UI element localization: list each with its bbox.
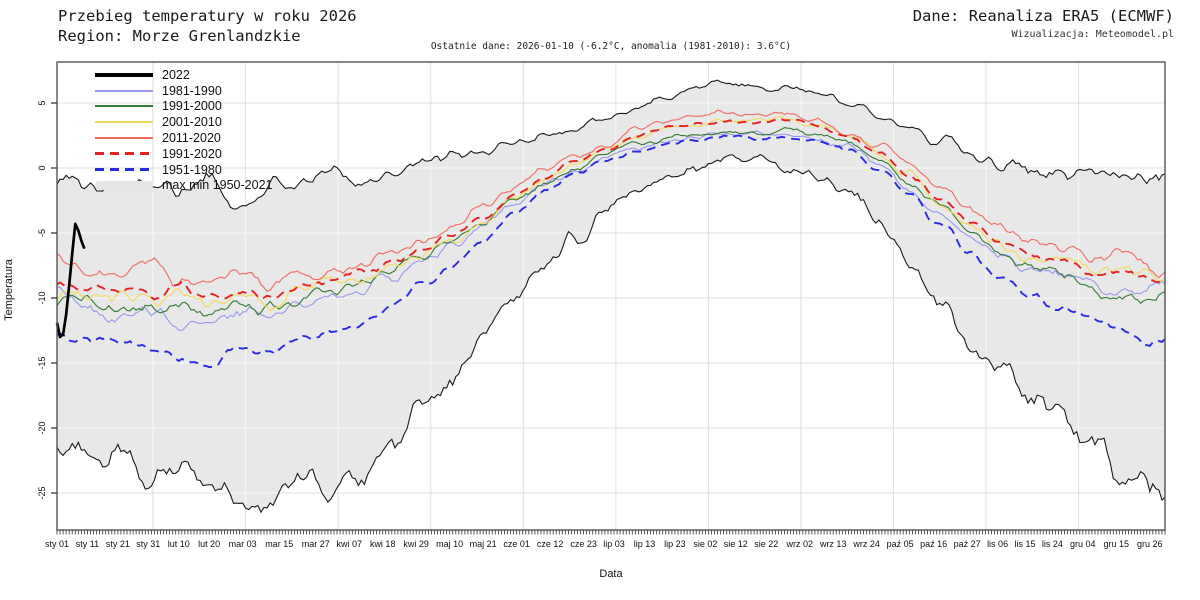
legend-item-2022: 2022 [95,67,272,83]
legend-label: 1991-2000 [162,99,222,114]
svg-text:wrz 24: wrz 24 [852,539,880,549]
series-1981-1990 [56,130,1166,332]
y-axis-ticks [51,102,57,494]
svg-text:-5: -5 [37,229,47,237]
series-1991-2000 [56,127,1166,317]
svg-text:-20: -20 [37,421,47,434]
series-current-year [55,222,86,339]
svg-text:sty 11: sty 11 [76,539,99,549]
svg-text:sty 01: sty 01 [45,539,69,549]
legend-item-max-min-1950-2021: max min 1950-2021 [95,178,272,194]
svg-text:lis 06: lis 06 [987,539,1008,549]
legend-swatch [95,180,153,190]
legend-item-2001-2010: 2001-2010 [95,114,272,130]
svg-text:gru 15: gru 15 [1104,539,1130,549]
series-1951-1980 [56,134,1166,369]
legend-label: 1981-1990 [162,83,222,98]
y-axis-label: Temperatura [3,259,15,321]
band-max-edge [56,79,1166,210]
legend-item-2011-2020: 2011-2020 [95,130,272,146]
svg-text:paź 05: paź 05 [887,539,914,549]
svg-text:sie 02: sie 02 [693,539,717,549]
legend-swatch [95,89,153,92]
svg-text:lut 10: lut 10 [168,539,190,549]
svg-text:mar 03: mar 03 [229,539,257,549]
svg-text:kwi 18: kwi 18 [370,539,396,549]
svg-text:maj 21: maj 21 [470,539,497,549]
svg-text:lis 24: lis 24 [1042,539,1063,549]
legend-swatch [95,168,153,172]
legend-label: 1991-2020 [162,146,222,161]
svg-text:kwi 29: kwi 29 [403,539,429,549]
x-axis-daily-ticks [56,530,1166,535]
legend-label: max min 1950-2021 [162,178,273,193]
visualization-credit: Wizualizacja: Meteomodel.pl [1011,29,1174,40]
svg-text:lip 13: lip 13 [634,539,656,549]
svg-text:lut 20: lut 20 [198,539,220,549]
svg-text:lis 15: lis 15 [1014,539,1035,549]
svg-text:gru 26: gru 26 [1137,539,1163,549]
data-source-label: Dane: Reanaliza ERA5 (ECMWF) [912,7,1174,25]
svg-text:-10: -10 [37,291,47,304]
svg-text:wrz 02: wrz 02 [785,539,813,549]
x-tick-labels: sty 01 sty 11 sty 21 sty 31 lut 10 lut 20 mar … [45,539,1163,549]
chart-legend: 2022 1981-1990 1991-2000 2001-2010 2011-2020… [95,67,272,193]
svg-text:5: 5 [37,100,47,105]
svg-text:lip 03: lip 03 [603,539,625,549]
minmax-band [57,80,1165,513]
svg-text:sty 31: sty 31 [136,539,160,549]
series-2011-2020 [56,109,1166,292]
x-axis-label: Data [599,568,623,580]
svg-text:cze 01: cze 01 [503,539,530,549]
legend-swatch [95,121,153,124]
legend-item-1951-1980: 1951-1980 [95,162,272,178]
source-block: Dane: Reanaliza ERA5 (ECMWF) Wizualizacj… [913,6,1174,40]
svg-text:lip 23: lip 23 [664,539,686,549]
svg-text:sie 12: sie 12 [724,539,748,549]
legend-item-1991-2020: 1991-2020 [95,146,272,162]
legend-item-1991-2000: 1991-2000 [95,99,272,115]
svg-text:sty 21: sty 21 [106,539,130,549]
svg-text:cze 23: cze 23 [570,539,597,549]
svg-text:paź 16: paź 16 [920,539,947,549]
y-tick-labels: 5 0 -5 -10 -15 -20 -25 [37,100,47,499]
svg-text:0: 0 [37,165,47,170]
chart-title: Przebieg temperatury w roku 2026 [58,7,357,25]
band-min-edge [56,153,1166,514]
svg-text:wrz 13: wrz 13 [819,539,847,549]
legend-label: 2022 [162,67,190,82]
title-block: Przebieg temperatury w roku 2026 Region:… [58,6,357,46]
svg-text:sie 22: sie 22 [754,539,778,549]
legend-item-1981-1990: 1981-1990 [95,83,272,99]
svg-text:-25: -25 [37,486,47,499]
svg-text:gru 04: gru 04 [1070,539,1096,549]
svg-text:maj 10: maj 10 [436,539,463,549]
svg-text:cze 12: cze 12 [537,539,564,549]
series-1991-2020 [56,118,1166,301]
legend-label: 2001-2010 [162,115,222,130]
last-data-subtitle: Ostatnie dane: 2026-01-10 (-6.2°C, anoma… [430,41,792,52]
svg-text:mar 27: mar 27 [302,539,330,549]
series-2001-2010 [56,116,1166,312]
legend-swatch [95,152,153,156]
legend-label: 1951-1980 [162,162,222,177]
svg-text:paź 27: paź 27 [954,539,981,549]
legend-label: 2011-2020 [162,131,221,146]
svg-text:mar 15: mar 15 [265,539,293,549]
svg-text:-15: -15 [37,356,47,369]
svg-text:kwi 07: kwi 07 [336,539,362,549]
legend-swatch [95,73,153,77]
chart-region: Region: Morze Grenlandzkie [58,27,301,45]
legend-swatch [95,105,153,108]
legend-swatch [95,137,153,140]
